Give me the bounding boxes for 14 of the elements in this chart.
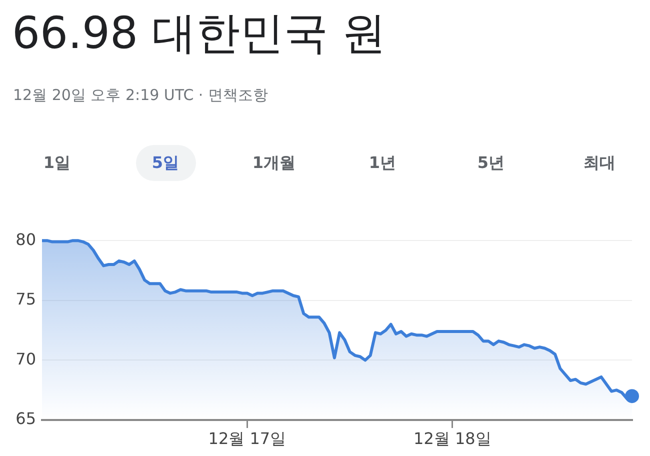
chart-subtitle: 12월 20일 오후 2:19 UTC · 면책조항: [13, 86, 268, 105]
text: 1년: [368, 152, 398, 174]
text: 최대: [582, 152, 616, 174]
y-tick-label: 75: [16, 290, 36, 309]
y-tick-label: 65: [16, 409, 36, 428]
x-tick-label: 12월 17일: [208, 428, 286, 448]
text: 1개월: [251, 152, 297, 174]
text: 1일: [42, 152, 72, 174]
text: 5년: [476, 152, 506, 174]
chart-title: 66.98 대한민국 원: [12, 7, 386, 61]
text: 5일: [136, 145, 196, 181]
x-tick-label: 12월 18일: [414, 428, 492, 448]
y-tick-label: 70: [16, 349, 36, 368]
y-tick-label: 80: [16, 230, 36, 249]
